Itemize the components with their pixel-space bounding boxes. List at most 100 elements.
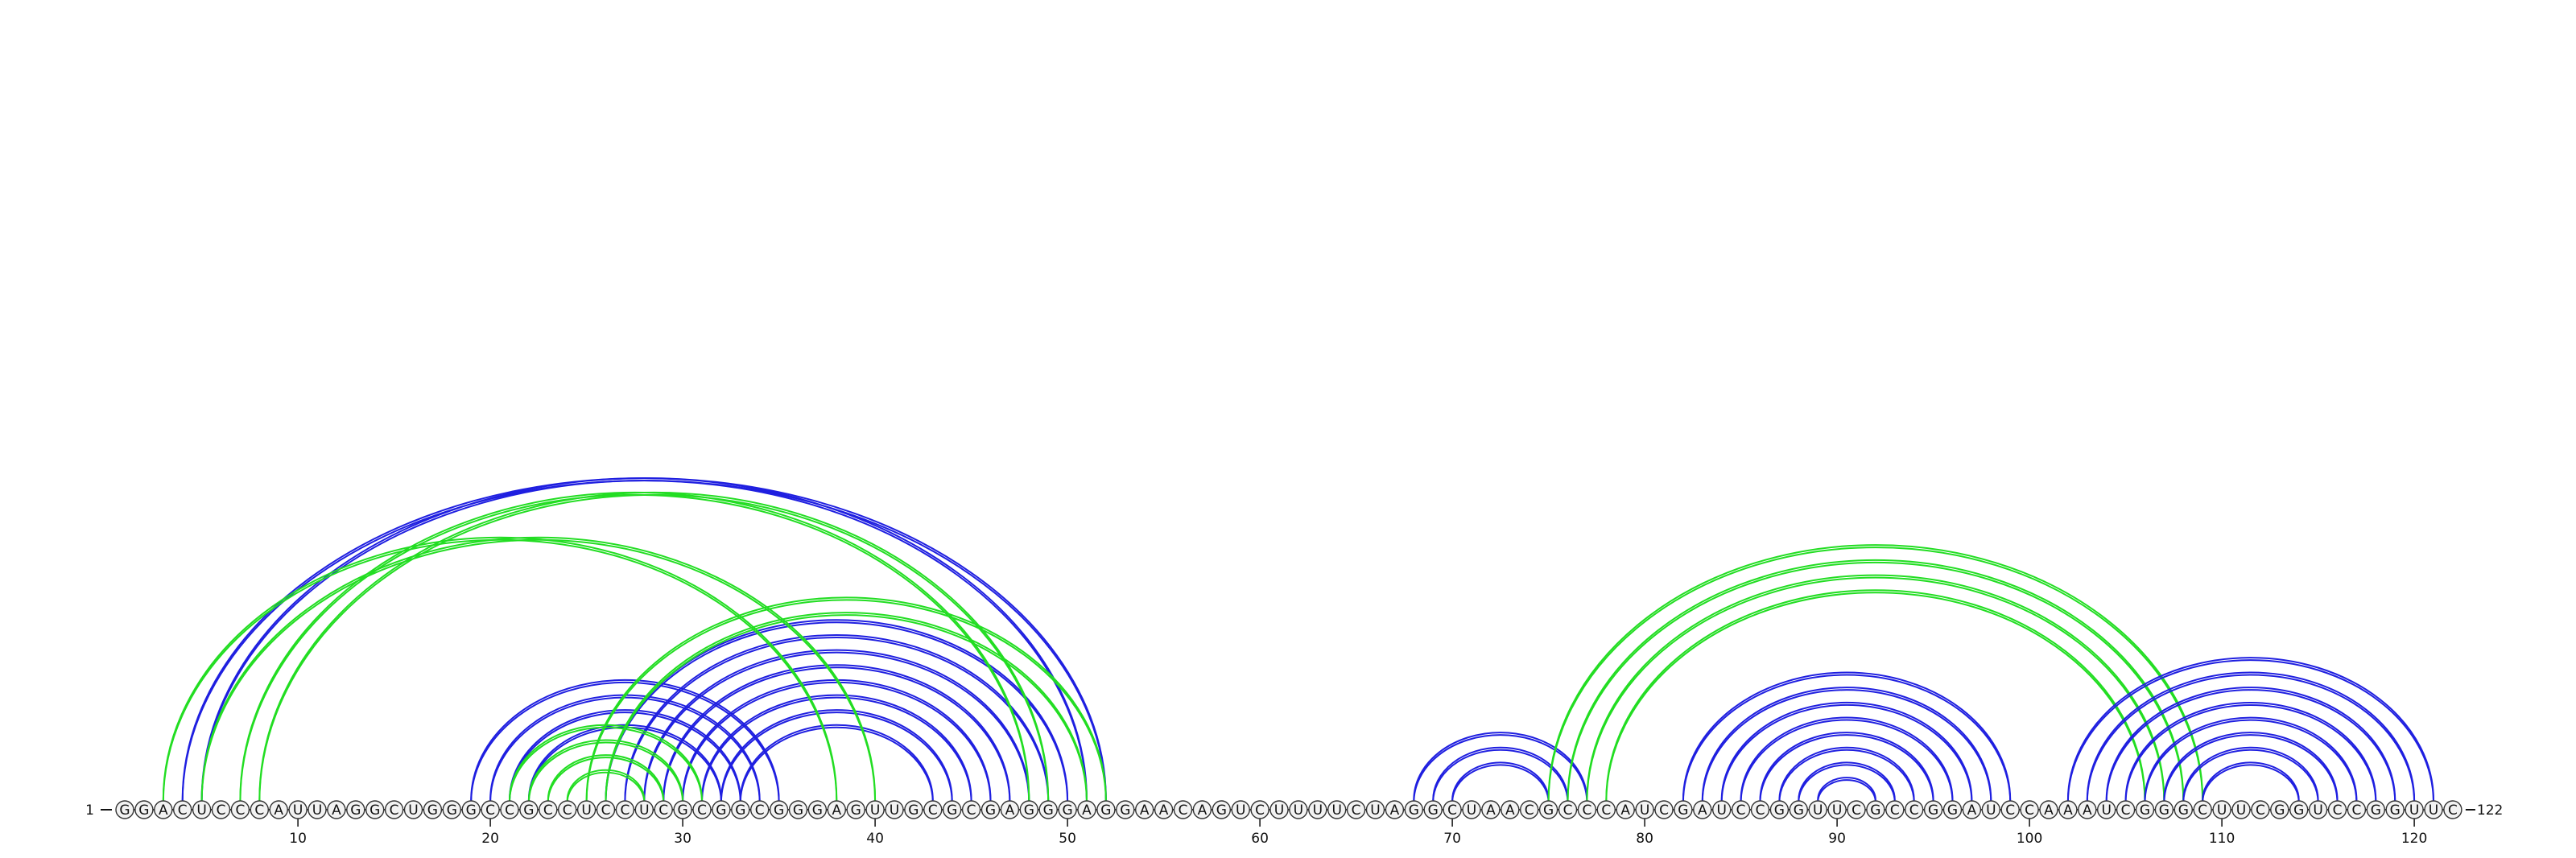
nucleotide-circle — [788, 800, 808, 819]
nucleotide-letter: G — [947, 802, 957, 819]
nucleotide-5: U — [192, 800, 212, 819]
nucleotide-54: A — [1134, 800, 1154, 819]
arc-blue-4-52 — [181, 480, 1107, 803]
nucleotide-39: G — [846, 800, 865, 819]
arc-blue-4-52 — [181, 477, 1107, 801]
nucleotide-circle — [980, 800, 1001, 819]
nucleotide-letter: C — [563, 802, 572, 819]
arc-blue-70-75 — [1451, 764, 1550, 803]
nucleotide-circle — [1481, 800, 1501, 819]
nucleotide-37: G — [807, 800, 828, 819]
nucleotide-27: C — [615, 800, 635, 819]
nucleotide-circle — [1346, 800, 1366, 819]
nucleotide-circle — [134, 800, 154, 819]
nucleotide-106: G — [2135, 800, 2155, 819]
nucleotide-circle — [1212, 800, 1232, 819]
nucleotide-letter: G — [851, 802, 861, 819]
nucleotide-circle — [2096, 800, 2116, 819]
nucleotide-letter: G — [427, 802, 438, 819]
arc-green-78-106 — [1605, 589, 2146, 801]
nucleotide-25: U — [576, 800, 597, 819]
arc-blue-82-99 — [1682, 674, 2012, 803]
nucleotide-circle — [308, 800, 327, 819]
nucleotide-letter: G — [1543, 802, 1554, 819]
arc-green-23-29 — [547, 757, 665, 803]
arc-blue-33-43 — [739, 724, 934, 801]
nucleotide-113: G — [2270, 800, 2289, 819]
nucleotide-circle — [865, 800, 885, 819]
nucleotide-circle — [1365, 800, 1385, 819]
arc-blue-88-93 — [1798, 764, 1896, 803]
nucleotide-letter: C — [1179, 802, 1188, 819]
nucleotide-115: U — [2308, 800, 2328, 819]
nucleotide-111: U — [2231, 800, 2251, 819]
arc-green-23-29 — [547, 754, 665, 801]
nucleotide-46: G — [980, 800, 1001, 819]
nucleotide-letter: G — [466, 802, 477, 819]
nucleotide-49: G — [1038, 800, 1058, 819]
nucleotide-circle — [1462, 800, 1481, 819]
arc-green-5-40 — [200, 536, 877, 801]
nucleotide-circle — [769, 800, 789, 819]
arc-blue-27-49 — [624, 636, 1050, 803]
nucleotide-circle — [1385, 800, 1405, 819]
nucleotide-letter: C — [2256, 802, 2265, 819]
nucleotide-50: G — [1058, 800, 1077, 819]
nucleotide-90: U — [1827, 800, 1847, 819]
arc-blue-5-51 — [200, 477, 1088, 801]
arc-blue-32-44 — [720, 709, 953, 801]
nucleotide-letter: C — [928, 802, 938, 819]
nucleotide-44: G — [942, 800, 962, 819]
nucleotide-letter: G — [119, 802, 130, 819]
nucleotide-letter: C — [1447, 802, 1457, 819]
nucleotide-circle — [1116, 800, 1135, 819]
nucleotide-circle — [327, 800, 346, 819]
nucleotide-circle — [172, 800, 192, 819]
nucleotide-64: U — [1327, 800, 1347, 819]
tick-label-50: 50 — [1059, 831, 1076, 847]
nucleotide-letter: G — [1063, 802, 1073, 819]
start-index-label: 1 — [85, 802, 94, 819]
nucleotide-letter: C — [601, 802, 611, 819]
nucleotide-letter: G — [1870, 802, 1880, 819]
nucleotide-circle — [712, 800, 731, 819]
nucleotide-letter: G — [1216, 802, 1227, 819]
nucleotide-circle — [2116, 800, 2136, 819]
nucleotide-letter: U — [870, 802, 880, 819]
nucleotide-66: U — [1365, 800, 1385, 819]
nucleotide-circle — [1808, 800, 1827, 819]
arc-blue-102-121 — [2066, 656, 2434, 801]
nucleotide-circle — [2289, 800, 2309, 819]
arc-blue-109-114 — [2202, 764, 2300, 803]
nucleotide-70: C — [1443, 800, 1462, 819]
nucleotide-letter: U — [1716, 802, 1726, 819]
nucleotide-circle — [115, 800, 134, 819]
nucleotide-101: A — [2039, 800, 2058, 819]
nucleotide-letter: G — [985, 802, 996, 819]
nucleotide-letter: G — [1794, 802, 1804, 819]
nucleotide-107: G — [2154, 800, 2174, 819]
nucleotide-letter: G — [1678, 802, 1688, 819]
nucleotide-circle — [807, 800, 828, 819]
nucleotide-letter: G — [774, 802, 784, 819]
nucleotide-circle — [2347, 800, 2367, 819]
nucleotide-circle — [654, 800, 673, 819]
nucleotide-91: C — [1847, 800, 1866, 819]
nucleotide-circle — [1981, 800, 2001, 819]
arc-green-78-106 — [1605, 592, 2146, 803]
nucleotide-62: U — [1289, 800, 1308, 819]
nucleotide-circle — [673, 800, 692, 819]
arc-blue-87-94 — [1778, 749, 1915, 803]
arc-blue-107-116 — [2163, 732, 2339, 801]
nucleotide-84: U — [1711, 800, 1732, 819]
arc-green-77-107 — [1586, 574, 2165, 801]
nucleotide-110: U — [2212, 800, 2231, 819]
nucleotide-79: A — [1616, 800, 1635, 819]
nucleotide-letter: C — [254, 802, 264, 819]
nucleotide-circle — [2135, 800, 2155, 819]
nucleotide-4: C — [172, 800, 192, 819]
nucleotide-letter: G — [716, 802, 726, 819]
nucleotide-circle — [1885, 800, 1905, 819]
nucleotide-circle — [1000, 800, 1020, 819]
nucleotide-29: C — [654, 800, 673, 819]
